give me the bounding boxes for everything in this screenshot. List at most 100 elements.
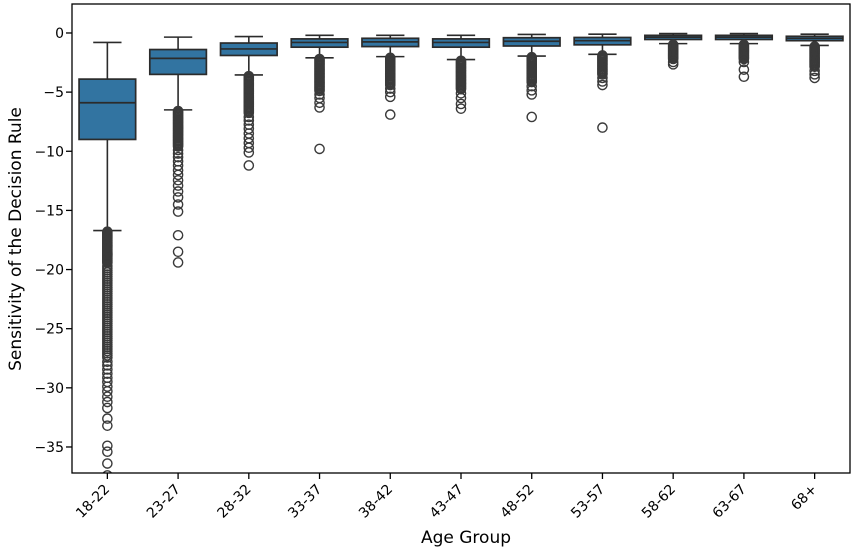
outlier-point [526,76,538,88]
outlier-point [102,420,113,431]
box-group-43-47 [431,34,491,114]
box-group-38-42 [361,34,420,120]
outlier-point [172,144,184,156]
outlier-point [597,76,608,87]
y-tick-label: −20 [34,263,64,279]
outlier-point [172,206,184,217]
y-tick-label: −5 [43,85,64,101]
outlier-point [314,102,325,113]
x-tick-label: 53-57 [568,482,608,522]
outlier-point [172,148,184,159]
outlier-point [809,65,820,77]
outlier-point [172,164,184,176]
y-tick-label: −35 [34,440,64,456]
outlier-point [243,160,255,171]
outlier-point [384,109,396,120]
outlier-point [102,364,113,375]
y-tick-label: 0 [55,26,64,42]
outlier-point [384,86,396,98]
y-tick-label: −10 [34,144,64,160]
x-tick-label: 43-47 [427,482,467,522]
outlier-point [243,115,255,126]
box-group-68+ [785,33,844,84]
outlier-point [597,122,608,133]
outlier-point [384,79,396,91]
box-group-48-52 [502,33,561,123]
x-tick-label: 23-27 [144,482,184,522]
outlier-point [102,402,113,414]
outlier-point [243,147,255,158]
outlier-point [172,141,184,152]
box-group-18-22 [78,41,137,473]
outlier-point [314,143,325,155]
outlier-point [597,69,608,80]
plot-area: 0 −5 −10 −15 −20 −25 −30 −35 18-22 23-27 28-32 33-3… [34,3,851,522]
outlier-point [102,446,113,458]
y-tick-label: −25 [34,322,64,338]
outlier-point [102,440,113,452]
outlier-point [243,111,255,123]
outlier-point [314,89,325,100]
outlier-point [455,88,467,99]
outlier-point [738,64,750,75]
box-rect [148,48,208,76]
box-group-58-62 [644,32,703,70]
outlier-point [172,186,184,197]
outlier-point [102,381,113,392]
outlier-point [102,396,113,408]
x-tick-label: 58-62 [639,482,679,522]
box-group-23-27 [148,36,208,268]
y-axis-label: Sensitivity of the Decision Rule [6,107,26,371]
outlier-point [102,458,113,469]
outlier-point [809,69,820,80]
outlier-point [455,98,467,110]
outlier-point [172,229,184,241]
x-tick-label: 33-37 [285,482,325,522]
outlier-point [526,80,538,92]
x-tick-label: 28-32 [215,482,255,522]
box-group-28-32 [219,35,278,171]
outlier-point [172,192,184,203]
outlier-point [455,92,467,104]
boxes-layer [78,32,844,473]
box-group-33-37 [290,34,349,155]
outlier-point [314,85,325,97]
x-tick-label: 68+ [788,482,820,514]
x-tick-label: 63-67 [710,482,750,522]
outlier-point [243,107,255,119]
outlier-point [738,53,750,65]
x-tick-label: 18-22 [73,482,113,522]
outlier-point [102,386,113,397]
outlier-point [102,356,113,368]
outlier-point [384,83,396,94]
outlier-point [526,111,538,123]
x-axis-label: Age Group [421,528,511,548]
outlier-point [667,53,679,65]
outlier-point [384,91,396,103]
outlier-point [102,391,113,403]
outlier-point [809,72,820,84]
outlier-point [455,103,467,114]
outlier-point [172,199,184,210]
outlier-point [526,85,538,96]
outlier-point [243,142,255,154]
outlier-point [172,151,184,163]
box-rect [78,78,137,141]
box-group-53-57 [573,33,632,133]
y-tick-label: −30 [34,381,64,397]
outlier-point [172,180,184,191]
outlier-point [526,89,538,100]
outlier-point [667,59,679,70]
outlier-point [738,71,750,83]
x-tick-label: 38-42 [356,482,396,522]
outlier-point [102,368,113,379]
outlier-point [102,360,113,371]
outlier-point [172,169,184,181]
outlier-point [102,352,113,363]
outlier-point [597,72,608,84]
outlier-point [102,413,113,424]
outlier-point [102,470,113,473]
x-tick-label: 48-52 [497,482,537,522]
box-group-63-67 [714,32,774,83]
